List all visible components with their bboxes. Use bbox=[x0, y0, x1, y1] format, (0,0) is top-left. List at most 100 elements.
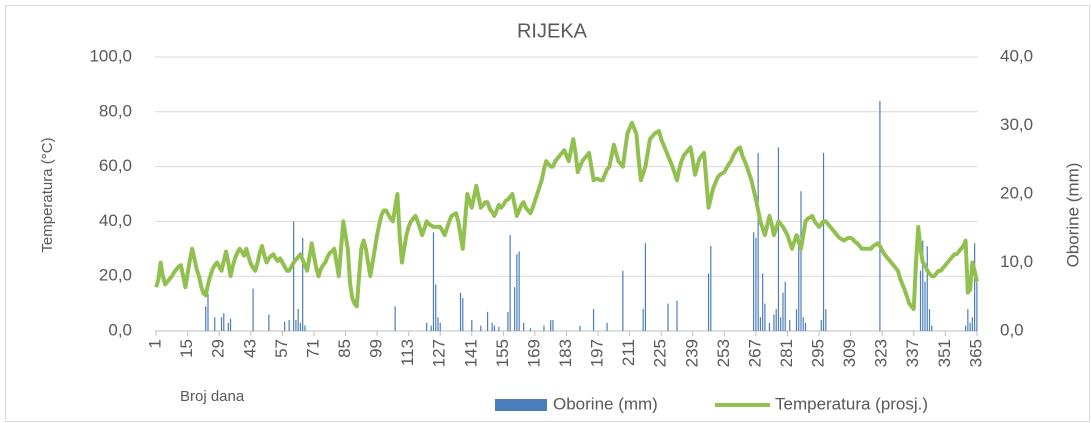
bar bbox=[268, 314, 270, 331]
bar bbox=[919, 270, 922, 331]
bar bbox=[498, 326, 500, 331]
x-tick-label: 141 bbox=[461, 339, 480, 367]
bar bbox=[439, 322, 441, 331]
bar bbox=[795, 309, 798, 331]
bar bbox=[223, 313, 225, 331]
x-axis-label: Broj dana bbox=[180, 388, 245, 405]
bar bbox=[644, 243, 647, 331]
bar bbox=[642, 309, 644, 331]
bar bbox=[529, 328, 532, 331]
bar bbox=[394, 306, 396, 331]
x-tick-label: 183 bbox=[556, 339, 575, 367]
bar bbox=[777, 147, 780, 331]
y2-tick-label: 20,0 bbox=[1000, 183, 1033, 202]
y-tick-label: 60,0 bbox=[99, 156, 132, 175]
bar bbox=[755, 237, 757, 331]
bar bbox=[800, 191, 802, 331]
bar bbox=[480, 325, 482, 331]
bar bbox=[288, 320, 290, 331]
bar bbox=[964, 325, 967, 331]
bar bbox=[462, 298, 464, 331]
y-tick-label: 20,0 bbox=[99, 266, 132, 285]
bar bbox=[931, 325, 933, 331]
bar bbox=[879, 100, 881, 331]
x-tick-label: 1 bbox=[146, 339, 165, 348]
bar bbox=[552, 320, 554, 331]
bar bbox=[507, 311, 509, 331]
bar bbox=[432, 232, 435, 331]
x-tick-label: 155 bbox=[493, 339, 512, 367]
x-tick-label: 71 bbox=[303, 339, 322, 358]
bar bbox=[710, 246, 712, 331]
bar bbox=[592, 309, 595, 331]
bar bbox=[509, 235, 511, 331]
x-tick-label: 225 bbox=[651, 339, 670, 367]
bar bbox=[516, 254, 518, 331]
bar bbox=[922, 240, 924, 331]
x-tick-label: 351 bbox=[935, 339, 954, 367]
x-tick-label: 127 bbox=[430, 339, 449, 367]
x-tick-label: 337 bbox=[903, 339, 922, 367]
bar bbox=[757, 152, 759, 331]
x-tick-label: 211 bbox=[619, 339, 638, 366]
bar bbox=[550, 320, 552, 331]
bar bbox=[773, 314, 775, 331]
bar bbox=[676, 300, 678, 331]
y2-tick-label: 40,0 bbox=[1000, 46, 1033, 65]
bar bbox=[486, 311, 489, 331]
x-tick-label: 99 bbox=[367, 339, 386, 358]
bar bbox=[782, 292, 784, 331]
x-tick-label: 57 bbox=[272, 339, 291, 358]
bar bbox=[229, 318, 232, 331]
bar bbox=[220, 317, 223, 331]
bar bbox=[622, 270, 624, 331]
bar bbox=[764, 303, 766, 331]
bar bbox=[205, 306, 207, 331]
x-tick-label: 323 bbox=[872, 339, 891, 367]
bar bbox=[297, 309, 299, 331]
x-tick-label: 113 bbox=[398, 339, 417, 366]
x-tick-label: 29 bbox=[209, 339, 228, 358]
bar bbox=[459, 292, 462, 331]
bar bbox=[543, 325, 545, 331]
bar bbox=[825, 309, 827, 331]
chart-title: RIJEKA bbox=[517, 20, 588, 42]
y-tick-label: 0,0 bbox=[108, 320, 132, 339]
bar bbox=[252, 288, 254, 331]
bar bbox=[299, 322, 302, 331]
y-tick-label: 80,0 bbox=[99, 101, 132, 120]
bar bbox=[775, 309, 777, 331]
legend-label: Temperatura (prosj.) bbox=[775, 394, 928, 413]
bar bbox=[974, 243, 976, 331]
bar bbox=[784, 281, 786, 331]
bar bbox=[435, 284, 437, 331]
bar bbox=[514, 287, 516, 331]
line bbox=[154, 120, 979, 312]
bar bbox=[759, 317, 762, 331]
bar bbox=[926, 246, 928, 331]
bar bbox=[768, 322, 771, 331]
bar bbox=[976, 281, 978, 331]
bar bbox=[293, 221, 295, 331]
bar bbox=[491, 322, 493, 331]
bar bbox=[304, 325, 306, 331]
x-tick-label: 309 bbox=[840, 339, 859, 367]
bar bbox=[518, 251, 520, 331]
bar bbox=[606, 322, 608, 331]
bar bbox=[302, 237, 304, 331]
x-tick-label: 43 bbox=[240, 339, 259, 358]
bar bbox=[707, 273, 710, 331]
bar bbox=[227, 322, 229, 331]
y-tick-label: 100,0 bbox=[89, 46, 132, 65]
y2-tick-label: 0,0 bbox=[1000, 320, 1024, 339]
bar bbox=[924, 281, 926, 331]
bar bbox=[579, 325, 581, 331]
y2-tick-label: 30,0 bbox=[1000, 115, 1033, 134]
bar bbox=[928, 309, 931, 331]
x-tick-label: 267 bbox=[745, 339, 764, 367]
bar-series bbox=[205, 100, 978, 331]
x-tick-label: 197 bbox=[588, 339, 607, 367]
bar bbox=[969, 322, 971, 331]
y-tick-label: 40,0 bbox=[99, 211, 132, 230]
